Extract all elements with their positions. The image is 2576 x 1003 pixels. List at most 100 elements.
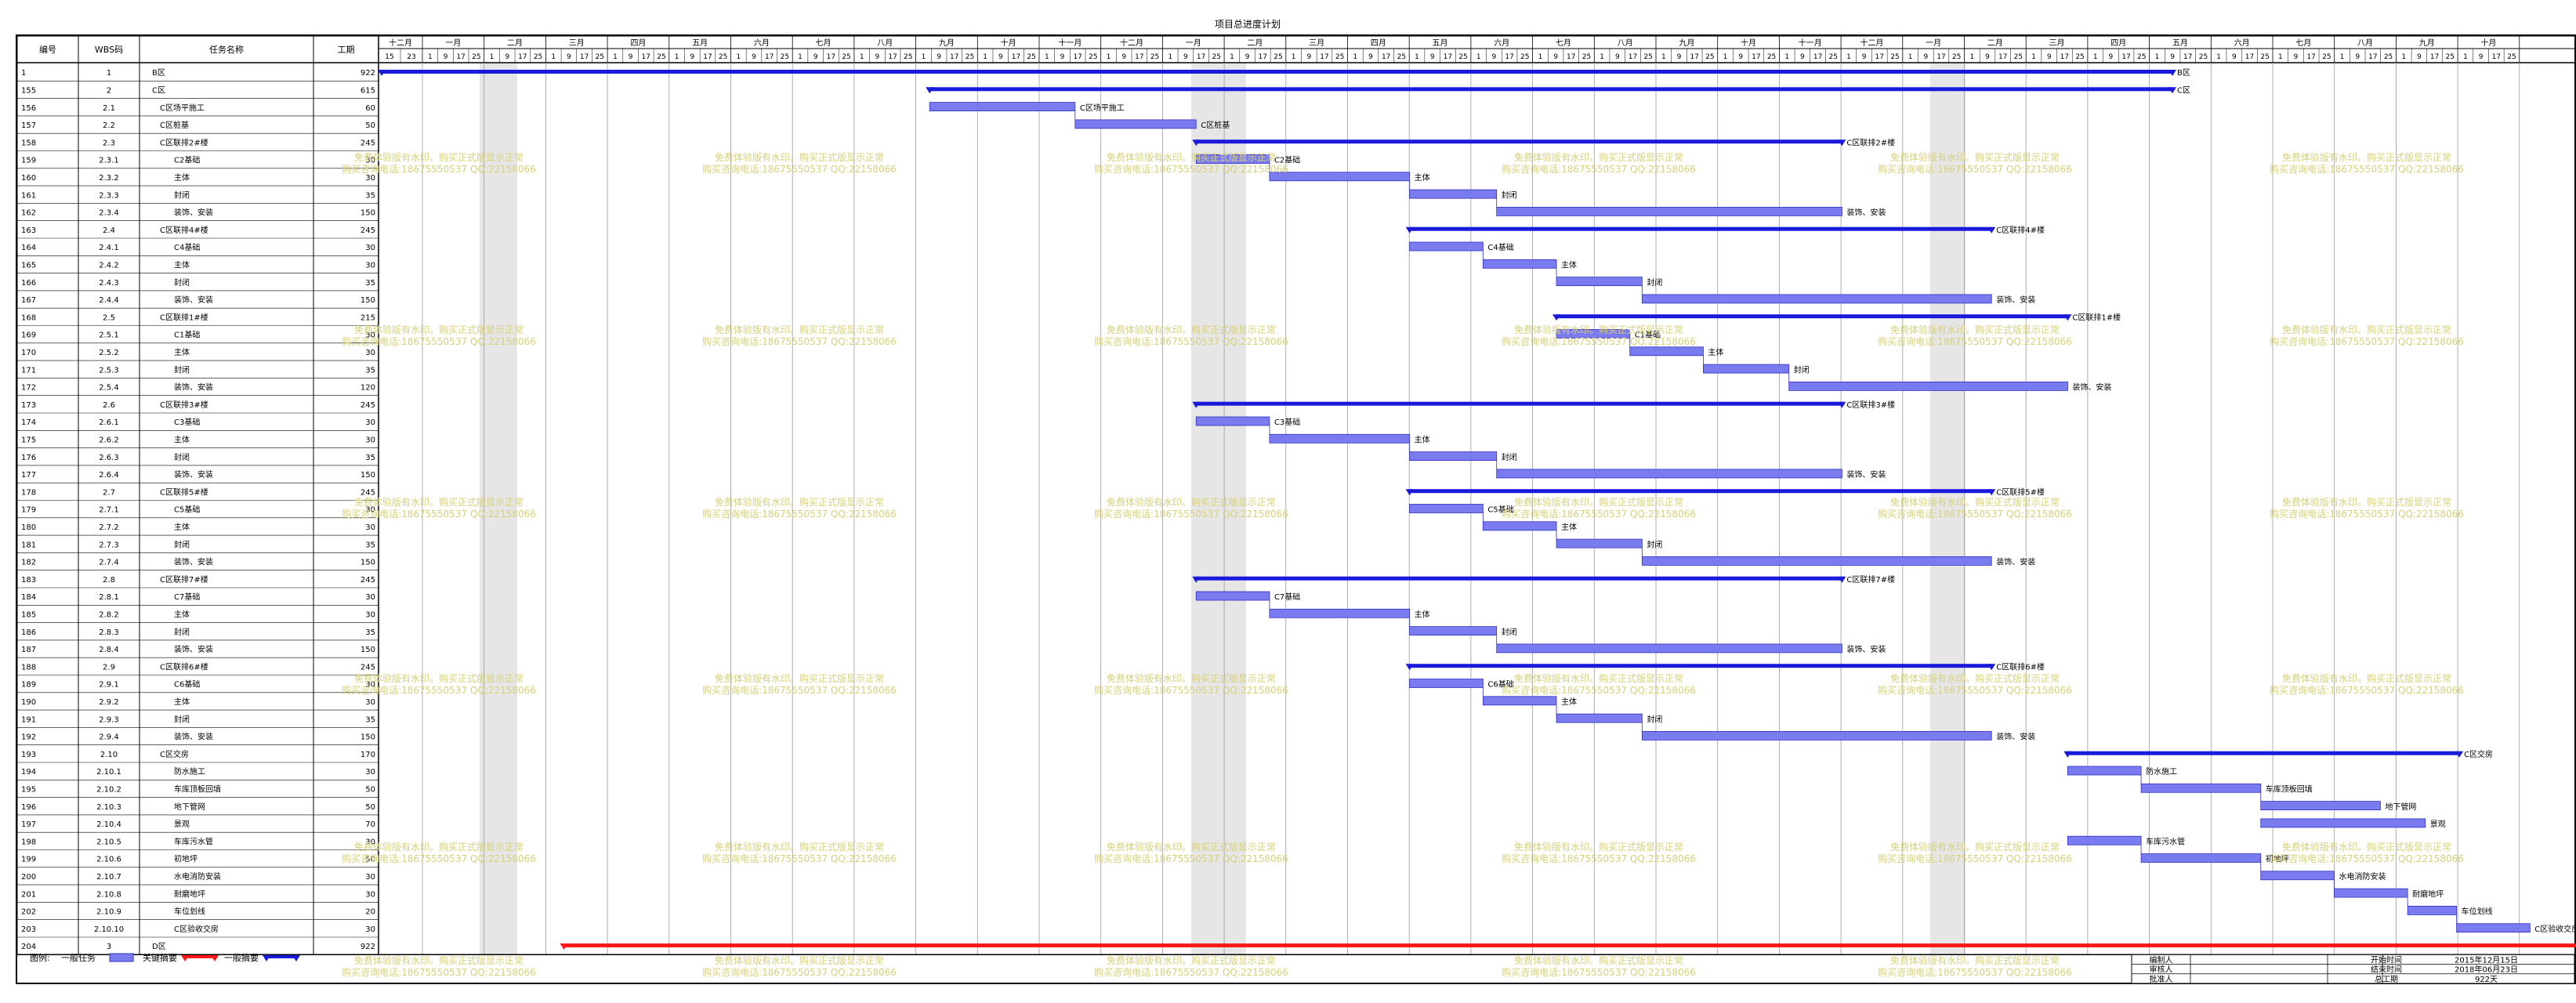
- week-tick-label: 17: [518, 53, 527, 61]
- summary-end-marker: [1987, 664, 1996, 671]
- watermark-line2: 购买咨询电话:18675550537 QQ:22158066: [342, 508, 536, 520]
- row-id: 157: [21, 121, 36, 130]
- week-tick-label: 25: [2260, 53, 2269, 61]
- bar-label: 主体: [1415, 610, 1430, 619]
- watermark-line1: 免费体验版有水印。购买正式版显示正常: [715, 151, 884, 163]
- row-wbs: 2.3: [103, 139, 115, 147]
- watermark-line2: 购买咨询电话:18675550537 QQ:22158066: [2270, 684, 2464, 696]
- row-duration: 30: [365, 873, 375, 882]
- week-tick-label: 17: [580, 53, 589, 61]
- summary-start-marker: [1405, 226, 1414, 234]
- row-id: 186: [21, 628, 36, 637]
- week-tick-label: 1: [798, 53, 803, 61]
- week-tick-label: 1: [922, 53, 926, 61]
- summary-bar: [2067, 751, 2460, 755]
- summary-bar: [1409, 489, 1992, 494]
- row-duration: 150: [360, 209, 375, 218]
- task-bar: [1482, 259, 1557, 269]
- page-title: 项目总进度计划: [1215, 19, 1281, 30]
- task-bar: [1496, 206, 1842, 216]
- week-tick-label: 25: [1274, 53, 1282, 61]
- week-tick-label: 9: [2109, 53, 2114, 61]
- week-tick-label: 1: [1415, 53, 1419, 61]
- month-label: 四月: [2110, 38, 2126, 48]
- row-task-name: C区桩基: [160, 120, 189, 130]
- week-tick-label: 25: [2507, 53, 2516, 61]
- row-wbs: 2.2: [103, 121, 115, 130]
- month-label: 十月: [2480, 38, 2496, 48]
- watermark-line1: 免费体验版有水印。购买正式版显示正常: [1107, 672, 1276, 684]
- row-task-name: C区联排3#楼: [160, 400, 208, 410]
- row-duration: 245: [360, 139, 375, 147]
- row-task-name: 封闭: [174, 452, 190, 462]
- task-bar: [1269, 172, 1411, 182]
- month-label: 一月: [1186, 38, 1201, 48]
- row-wbs: 2.6.4: [99, 471, 118, 480]
- week-tick-label: 25: [2199, 53, 2208, 61]
- row-id: 170: [21, 349, 36, 357]
- row-duration: 60: [365, 104, 375, 113]
- task-bar: [1409, 504, 1484, 513]
- row-duration: 30: [365, 768, 375, 777]
- row-duration: 245: [360, 576, 375, 585]
- row-wbs: 2.7.1: [99, 506, 118, 515]
- week-tick-label: 9: [629, 53, 633, 61]
- row-id: 164: [21, 244, 36, 252]
- row-task-name: 封闭: [174, 714, 190, 724]
- row-duration: 30: [365, 838, 375, 846]
- week-tick-label: 25: [1458, 53, 1467, 61]
- row-task-name: 车库污水管: [174, 836, 213, 846]
- row-duration: 35: [365, 191, 375, 200]
- task-bar: [929, 102, 1076, 112]
- legend-normal-task-swatch: [109, 953, 134, 962]
- week-tick-label: 9: [567, 53, 571, 61]
- row-wbs: 2.4.3: [99, 279, 118, 288]
- row-id: 1: [21, 69, 26, 78]
- column-header-id: 编号: [39, 44, 56, 55]
- row-task-name: 装饰、安装: [174, 382, 213, 393]
- week-tick-label: 25: [2384, 53, 2393, 61]
- watermark-line2: 购买咨询电话:18675550537 QQ:22158066: [1502, 335, 1696, 347]
- row-duration: 30: [365, 698, 375, 707]
- row-wbs: 2.6.1: [99, 418, 118, 427]
- legend-label: 图例:: [30, 952, 50, 963]
- week-tick-label: 9: [2170, 53, 2175, 61]
- bar-label: 水电消防安装: [2339, 871, 2386, 882]
- row-duration: 35: [365, 366, 375, 375]
- week-tick-label: 25: [2137, 53, 2146, 61]
- week-tick-label: 17: [642, 53, 650, 61]
- bar-label: 封闭: [1794, 364, 1810, 375]
- task-bar: [1556, 538, 1643, 549]
- task-bar: [2260, 801, 2381, 810]
- row-wbs: 2: [107, 86, 111, 95]
- bar-label: 装饰、安装: [1996, 557, 2035, 567]
- row-id: 203: [21, 925, 36, 934]
- summary-end-marker: [2455, 751, 2464, 758]
- row-id: 193: [21, 751, 36, 759]
- bar-label: 封闭: [1647, 539, 1662, 549]
- bar-label: 封闭: [1502, 190, 1517, 200]
- summary-end-marker: [1987, 489, 1996, 496]
- week-tick-label: 17: [765, 53, 774, 61]
- summary-start-marker: [1192, 401, 1201, 408]
- week-tick-label: 9: [2047, 53, 2052, 61]
- row-id: 188: [21, 663, 36, 672]
- watermark-line2: 购买咨询电话:18675550537 QQ:22158066: [1094, 853, 1288, 864]
- task-bar: [1195, 416, 1270, 426]
- task-bar: [1641, 731, 1992, 740]
- week-tick-label: 9: [937, 53, 941, 61]
- row-task-name: 主体: [174, 697, 190, 707]
- summary-start-marker: [1192, 139, 1201, 147]
- week-tick-label: 25: [657, 53, 665, 61]
- bar-label: 主体: [1415, 173, 1430, 183]
- row-task-name: D区: [152, 942, 166, 951]
- summary-bar: [929, 87, 2172, 92]
- row-duration: 50: [365, 803, 375, 812]
- bar-label: 车库顶板回填: [2266, 784, 2313, 794]
- row-id: 172: [21, 384, 36, 393]
- row-id: 201: [21, 890, 36, 899]
- row-duration: 30: [365, 681, 375, 690]
- row-task-name: C区联排7#楼: [160, 574, 208, 585]
- info-label: 开始时间: [2371, 954, 2402, 965]
- row-task-name: 主体: [174, 435, 190, 444]
